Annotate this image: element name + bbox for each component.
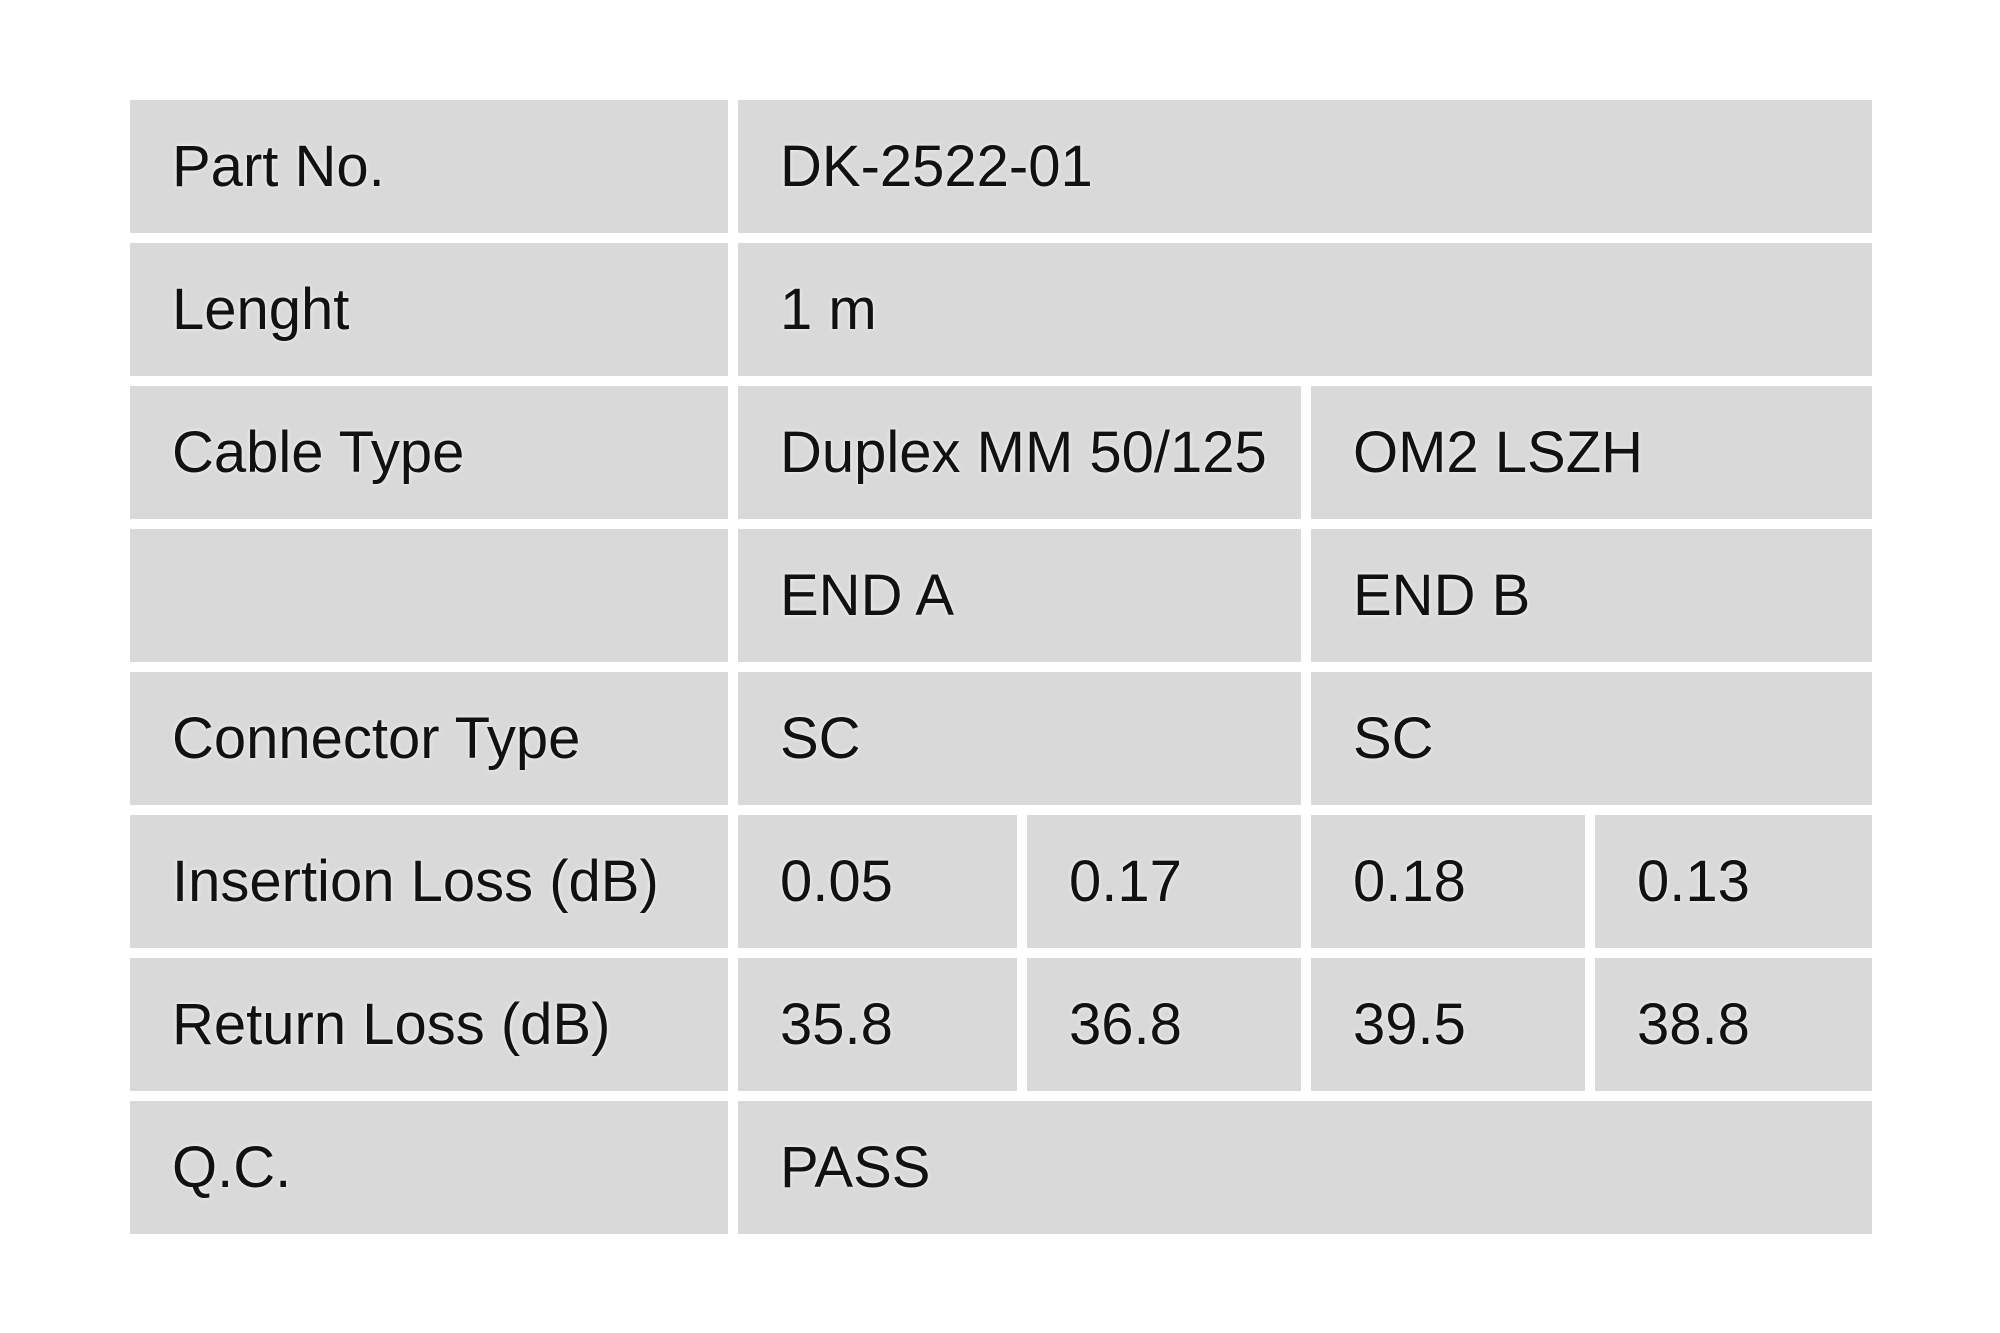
return-loss-label-cell: Return Loss (dB) xyxy=(130,958,728,1091)
length-value-cell: 1 m xyxy=(738,243,1872,376)
insertion-loss-end-b-2-cell: 0.13 xyxy=(1595,815,1872,948)
connector-type-label-cell: Connector Type xyxy=(130,672,728,805)
cable-type-label-cell: Cable Type xyxy=(130,386,728,519)
cable-type-spec-cell: OM2 LSZH xyxy=(1311,386,1872,519)
insertion-loss-end-a-2-cell: 0.17 xyxy=(1027,815,1301,948)
connector-type-end-a-cell: SC xyxy=(738,672,1301,805)
return-loss-end-b-2-cell: 38.8 xyxy=(1595,958,1872,1091)
cable-type-value-cell: Duplex MM 50/125 xyxy=(738,386,1301,519)
insertion-loss-label-cell: Insertion Loss (dB) xyxy=(130,815,728,948)
part-no-value-cell: DK-2522-01 xyxy=(738,100,1872,233)
qc-label-cell: Q.C. xyxy=(130,1101,728,1234)
length-label-cell: Lenght xyxy=(130,243,728,376)
return-loss-end-b-1-cell: 39.5 xyxy=(1311,958,1585,1091)
return-loss-end-a-2-cell: 36.8 xyxy=(1027,958,1301,1091)
spec-table: Part No. DK-2522-01 Lenght 1 m Cable Typ… xyxy=(130,100,1872,1234)
return-loss-end-a-1-cell: 35.8 xyxy=(738,958,1017,1091)
end-b-header-cell: END B xyxy=(1311,529,1872,662)
end-a-header-cell: END A xyxy=(738,529,1301,662)
connector-type-end-b-cell: SC xyxy=(1311,672,1872,805)
empty-label-cell xyxy=(130,529,728,662)
insertion-loss-end-a-1-cell: 0.05 xyxy=(738,815,1017,948)
part-no-label-cell: Part No. xyxy=(130,100,728,233)
insertion-loss-end-b-1-cell: 0.18 xyxy=(1311,815,1585,948)
qc-value-cell: PASS xyxy=(738,1101,1872,1234)
